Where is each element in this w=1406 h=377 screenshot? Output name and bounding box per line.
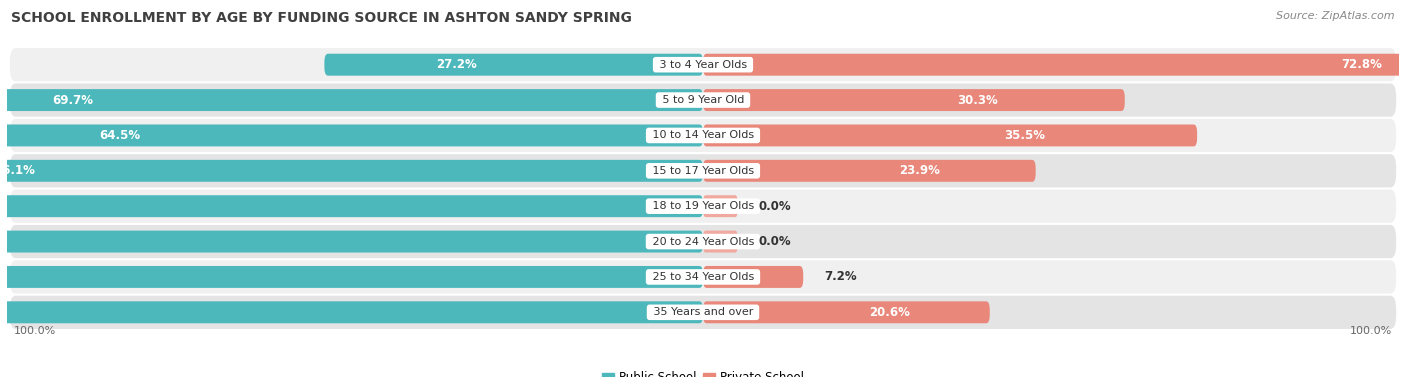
FancyBboxPatch shape bbox=[325, 54, 703, 76]
Text: 0.0%: 0.0% bbox=[759, 200, 792, 213]
FancyBboxPatch shape bbox=[10, 83, 1396, 117]
Text: 35.5%: 35.5% bbox=[1004, 129, 1045, 142]
Text: 3 to 4 Year Olds: 3 to 4 Year Olds bbox=[655, 60, 751, 70]
FancyBboxPatch shape bbox=[0, 89, 703, 111]
Text: 69.7%: 69.7% bbox=[52, 93, 93, 107]
Text: 18 to 19 Year Olds: 18 to 19 Year Olds bbox=[648, 201, 758, 211]
Text: Source: ZipAtlas.com: Source: ZipAtlas.com bbox=[1277, 11, 1395, 21]
Text: 23.9%: 23.9% bbox=[898, 164, 939, 177]
Text: 79.4%: 79.4% bbox=[0, 306, 6, 319]
Text: 0.0%: 0.0% bbox=[759, 235, 792, 248]
Text: 100.0%: 100.0% bbox=[1350, 326, 1392, 336]
FancyBboxPatch shape bbox=[10, 296, 1396, 329]
Text: 35 Years and over: 35 Years and over bbox=[650, 307, 756, 317]
FancyBboxPatch shape bbox=[703, 89, 1125, 111]
Text: 76.1%: 76.1% bbox=[0, 164, 35, 177]
FancyBboxPatch shape bbox=[0, 266, 703, 288]
FancyBboxPatch shape bbox=[703, 301, 990, 323]
FancyBboxPatch shape bbox=[0, 124, 703, 146]
FancyBboxPatch shape bbox=[703, 231, 738, 253]
Text: 7.2%: 7.2% bbox=[824, 270, 856, 284]
Text: 27.2%: 27.2% bbox=[436, 58, 477, 71]
FancyBboxPatch shape bbox=[703, 54, 1406, 76]
FancyBboxPatch shape bbox=[0, 160, 703, 182]
FancyBboxPatch shape bbox=[10, 119, 1396, 152]
FancyBboxPatch shape bbox=[10, 225, 1396, 258]
Text: 25 to 34 Year Olds: 25 to 34 Year Olds bbox=[648, 272, 758, 282]
FancyBboxPatch shape bbox=[703, 124, 1197, 146]
Text: 30.3%: 30.3% bbox=[956, 93, 997, 107]
Text: 64.5%: 64.5% bbox=[98, 129, 141, 142]
FancyBboxPatch shape bbox=[703, 266, 803, 288]
FancyBboxPatch shape bbox=[10, 260, 1396, 294]
Text: 5 to 9 Year Old: 5 to 9 Year Old bbox=[658, 95, 748, 105]
Text: 20 to 24 Year Olds: 20 to 24 Year Olds bbox=[648, 236, 758, 247]
FancyBboxPatch shape bbox=[0, 301, 703, 323]
Text: 15 to 17 Year Olds: 15 to 17 Year Olds bbox=[648, 166, 758, 176]
Text: 20.6%: 20.6% bbox=[869, 306, 910, 319]
FancyBboxPatch shape bbox=[703, 195, 738, 217]
FancyBboxPatch shape bbox=[10, 48, 1396, 81]
FancyBboxPatch shape bbox=[0, 231, 703, 253]
Text: 100.0%: 100.0% bbox=[14, 326, 56, 336]
FancyBboxPatch shape bbox=[10, 154, 1396, 187]
FancyBboxPatch shape bbox=[0, 195, 703, 217]
FancyBboxPatch shape bbox=[10, 190, 1396, 223]
Text: SCHOOL ENROLLMENT BY AGE BY FUNDING SOURCE IN ASHTON SANDY SPRING: SCHOOL ENROLLMENT BY AGE BY FUNDING SOUR… bbox=[11, 11, 633, 25]
Legend: Public School, Private School: Public School, Private School bbox=[598, 366, 808, 377]
Text: 10 to 14 Year Olds: 10 to 14 Year Olds bbox=[648, 130, 758, 141]
Text: 72.8%: 72.8% bbox=[1341, 58, 1382, 71]
FancyBboxPatch shape bbox=[703, 160, 1036, 182]
